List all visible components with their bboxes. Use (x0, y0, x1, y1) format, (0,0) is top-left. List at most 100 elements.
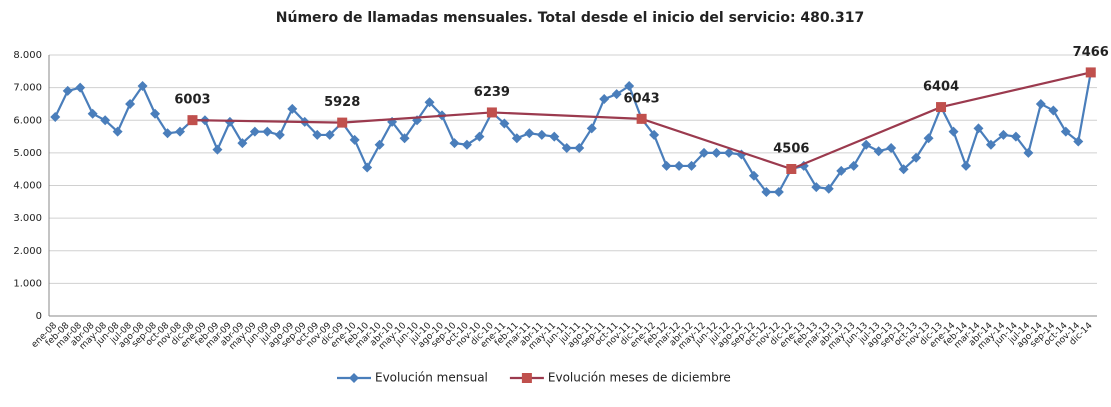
marker (349, 373, 359, 383)
marker (786, 163, 797, 174)
marker (973, 123, 984, 134)
marker (262, 126, 273, 137)
marker (1010, 131, 1021, 142)
marker (112, 126, 123, 137)
data-label: 6239 (474, 85, 510, 100)
legend-label: Evolución mensual (375, 371, 488, 385)
marker (911, 152, 922, 163)
marker (499, 118, 510, 129)
marker (521, 373, 532, 383)
marker (62, 85, 73, 96)
chart-title: Número de llamadas mensuales. Total desd… (276, 10, 864, 26)
marker (848, 160, 859, 171)
marker (524, 128, 535, 139)
marker (87, 108, 98, 119)
marker (1085, 67, 1096, 78)
y-tick-label: 5.000 (13, 148, 42, 159)
marker (137, 80, 148, 91)
y-tick-label: 1.000 (13, 278, 42, 289)
marker (399, 133, 410, 144)
marker (773, 187, 784, 198)
marker (561, 142, 572, 153)
marker (649, 129, 660, 140)
marker (985, 139, 996, 150)
data-label: 4506 (773, 141, 809, 156)
marker (674, 160, 685, 171)
marker (761, 187, 772, 198)
y-tick-label: 6.000 (13, 115, 42, 126)
marker (699, 147, 709, 158)
marker (686, 160, 697, 171)
marker (337, 117, 348, 128)
data-label: 6003 (174, 93, 210, 108)
marker (948, 126, 959, 137)
data-label: 7466 (1073, 45, 1109, 60)
marker (599, 94, 610, 105)
y-tick-label: 8.000 (13, 50, 42, 61)
marker (873, 146, 884, 157)
marker (312, 129, 323, 140)
marker (886, 142, 897, 153)
marker (474, 131, 485, 142)
marker (823, 183, 834, 194)
data-label: 5928 (324, 95, 360, 110)
y-tick-label: 2.000 (13, 246, 42, 257)
marker (249, 126, 260, 137)
series-line (54, 72, 1092, 194)
marker (125, 98, 136, 109)
marker (923, 133, 934, 144)
marker (100, 115, 111, 126)
marker (861, 139, 872, 150)
marker (50, 111, 61, 122)
marker (1023, 147, 1034, 158)
marker (624, 80, 635, 91)
marker (274, 129, 285, 140)
marker (150, 108, 161, 119)
y-tick-label: 7.000 (13, 83, 42, 94)
y-tick-label: 4.000 (13, 181, 42, 192)
marker (1060, 126, 1071, 137)
marker (461, 139, 472, 150)
marker (898, 164, 909, 175)
marker (374, 139, 385, 150)
marker (611, 89, 622, 100)
marker (998, 129, 1009, 140)
marker (349, 134, 360, 145)
marker (636, 113, 647, 124)
marker (212, 144, 223, 155)
marker (1048, 105, 1059, 116)
marker (549, 131, 560, 142)
marker (175, 126, 185, 137)
marker (511, 133, 522, 144)
marker (287, 103, 298, 114)
marker (237, 138, 248, 149)
marker (661, 160, 672, 171)
marker (536, 129, 547, 140)
marker (424, 97, 435, 108)
marker (362, 162, 373, 173)
marker (748, 170, 759, 181)
marker (586, 123, 597, 134)
marker (1035, 98, 1046, 109)
marker (162, 128, 173, 139)
marker (1073, 136, 1084, 147)
marker (961, 160, 971, 171)
marker (324, 129, 335, 140)
marker (187, 115, 198, 126)
marker (811, 182, 822, 193)
marker (936, 102, 947, 113)
data-label: 6404 (923, 80, 959, 95)
marker (449, 138, 460, 149)
marker (75, 82, 86, 93)
marker (574, 142, 585, 153)
y-tick-label: 3.000 (13, 213, 42, 224)
data-label: 6043 (624, 91, 660, 106)
marker (836, 165, 847, 176)
legend-label: Evolución meses de diciembre (548, 371, 731, 385)
marker (224, 116, 235, 127)
y-tick-label: 0 (36, 311, 42, 322)
marker (711, 147, 722, 158)
marker (486, 107, 497, 118)
